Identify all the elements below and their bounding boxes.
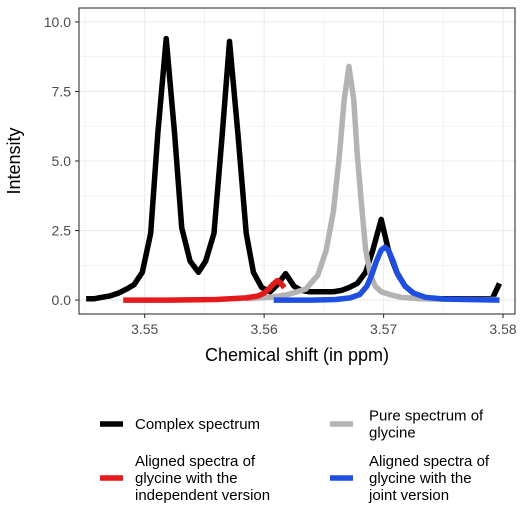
legend-label: independent version <box>135 487 270 504</box>
legend-label: Aligned spectra of <box>369 453 490 470</box>
legend-label: Aligned spectra of <box>135 453 256 470</box>
legend-label: joint version <box>368 487 449 504</box>
legend-label: Pure spectrum of <box>369 408 484 425</box>
legend-label: glycine with the <box>369 470 472 487</box>
grid-major <box>79 8 515 314</box>
y-tick-label: 2.5 <box>52 223 72 239</box>
x-tick-label: 3.57 <box>370 321 397 337</box>
series-pure-glycine <box>246 63 498 303</box>
x-axis: 3.55 3.56 3.57 3.58 <box>131 314 517 337</box>
series-layer <box>86 35 502 303</box>
x-tick-label: 3.58 <box>489 321 516 337</box>
series-aligned-joint <box>273 244 500 303</box>
legend-label: glycine <box>369 425 416 442</box>
y-tick-label: 0.0 <box>52 292 72 308</box>
y-tick-label: 5.0 <box>52 153 72 169</box>
y-tick-label: 7.5 <box>52 83 72 99</box>
legend-item: Complex spectrum <box>100 416 260 433</box>
x-tick-label: 3.56 <box>251 321 278 337</box>
x-tick-label: 3.55 <box>131 321 158 337</box>
legend-label: Complex spectrum <box>135 416 260 433</box>
y-axis-title: Intensity <box>4 127 24 194</box>
y-tick-label: 10.0 <box>44 14 71 30</box>
y-axis: 0.0 2.5 5.0 7.5 10.0 <box>44 14 79 308</box>
series-aligned-independent <box>123 277 287 303</box>
legend-label: glycine with the <box>135 470 238 487</box>
x-axis-title: Chemical shift (in ppm) <box>205 345 389 365</box>
